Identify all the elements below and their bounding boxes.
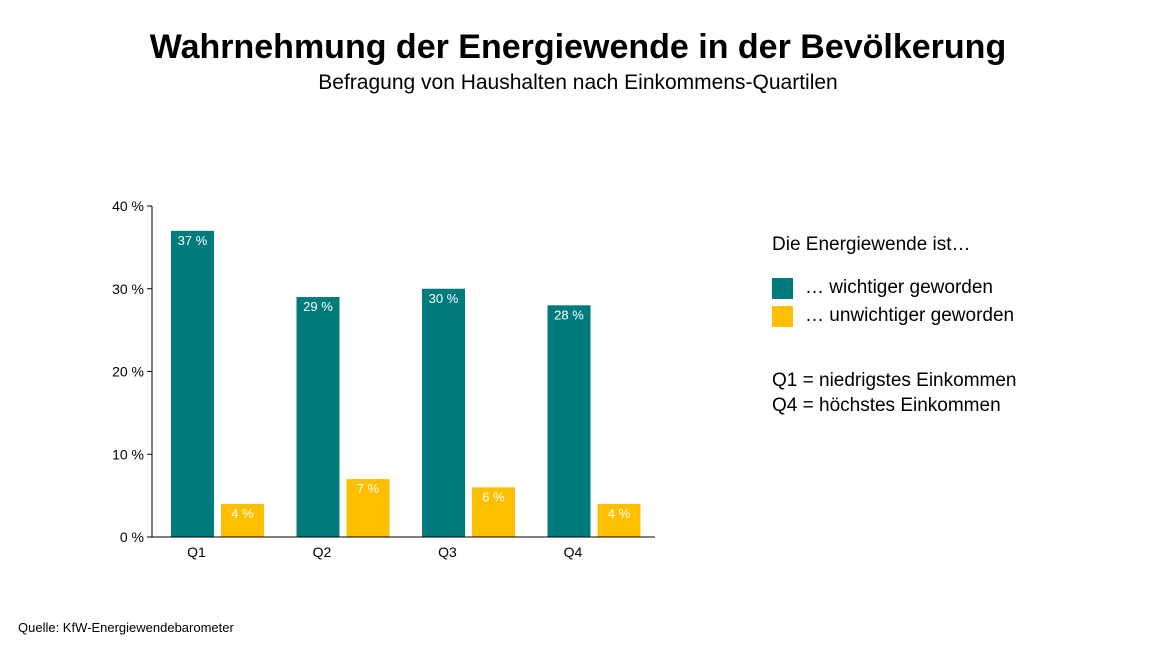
x-tick-label: Q1 <box>187 544 206 560</box>
bar-value-label: 7 % <box>357 481 380 496</box>
legend-item-unwichtiger: … unwichtiger geworden <box>772 302 1112 330</box>
bar-value-label: 4 % <box>608 506 631 521</box>
bar <box>597 503 641 537</box>
bar-chart: 0 % 10 % 20 % 30 % 40 % 37 % 29 % 30 % 28 % 4 % 7 … <box>112 198 655 560</box>
bar-value-label: 29 % <box>303 299 333 314</box>
y-tick-label: 40 % <box>112 198 144 214</box>
x-tick-label: Q4 <box>564 544 583 560</box>
bar-value-label: 30 % <box>429 291 459 306</box>
bar <box>171 230 214 537</box>
legend-label-wichtiger: … wichtiger geworden <box>805 277 993 298</box>
x-tick-label: Q3 <box>438 544 457 560</box>
bar-value-label: 28 % <box>554 307 584 322</box>
bar <box>472 487 515 537</box>
legend-notes: Q1 = niedrigstes Einkommen Q4 = höchstes… <box>772 368 1112 418</box>
legend-swatch-teal <box>772 277 793 299</box>
source-note: Quelle: KfW-Energiewendebarometer <box>18 620 234 635</box>
legend-title: Die Energiewende ist… <box>772 234 971 255</box>
note-q1: Q1 = niedrigstes Einkommen <box>772 370 1017 391</box>
chart-subtitle: Befragung von Haushalten nach Einkommens… <box>318 71 838 94</box>
y-tick-label: 10 % <box>112 446 144 462</box>
y-tick-label: 20 % <box>112 364 144 380</box>
legend-item-wichtiger: … wichtiger geworden <box>772 274 1112 302</box>
legend: Die Energiewende ist… … wichtiger geword… <box>772 234 1112 418</box>
bar-value-label: 37 % <box>178 233 208 248</box>
bar <box>422 288 465 537</box>
x-tick-label: Q2 <box>313 544 332 560</box>
legend-swatch-yellow <box>772 305 793 327</box>
bar <box>221 503 264 537</box>
bar <box>547 305 591 537</box>
bar-value-label: 6 % <box>482 489 505 504</box>
legend-label-unwichtiger: … unwichtiger geworden <box>805 305 1015 326</box>
bar <box>296 297 340 537</box>
note-q4: Q4 = höchstes Einkommen <box>772 395 1001 416</box>
chart-title: Wahrnehmung der Energiewende in der Bevö… <box>149 28 1007 66</box>
y-tick-label: 0 % <box>120 529 144 545</box>
y-tick-label: 30 % <box>112 281 144 297</box>
bar <box>346 479 390 537</box>
bar-value-label: 4 % <box>231 506 254 521</box>
